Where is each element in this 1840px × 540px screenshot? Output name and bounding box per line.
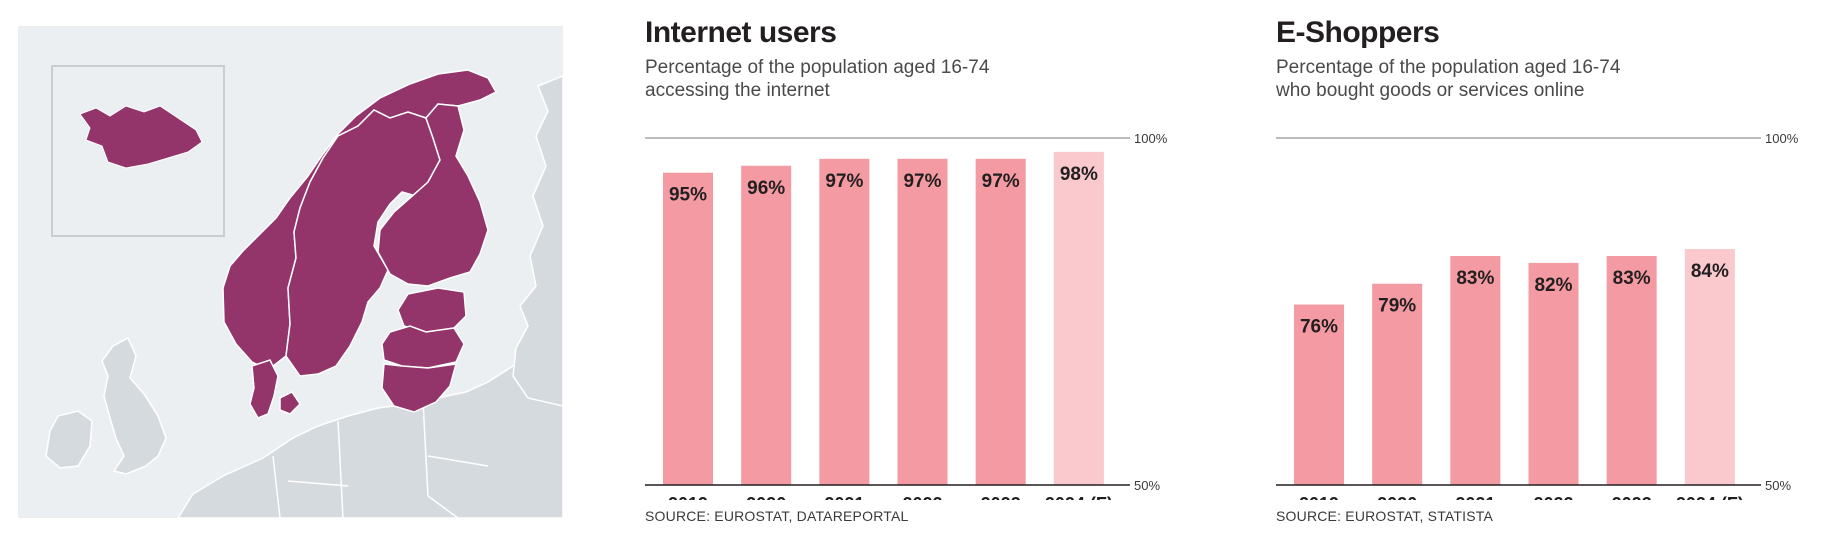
map-land-ireland [45,410,93,469]
map-region-latvia [381,325,465,369]
map-land-great-britain [101,336,167,475]
nordic-baltic-map [18,26,563,518]
map-region-iceland [79,105,203,169]
y-tick-label: 50% [1134,478,1160,493]
map-region-denmark [249,359,301,419]
chart-subtitle: Percentage of the population aged 16-74 … [1276,56,1696,102]
map-region-finland [377,103,489,287]
chart-subtitle-line: accessing the internet [645,80,830,101]
chart-subtitle-line: Percentage of the population aged 16-74 [1276,57,1621,78]
x-tick-label: 2019 [668,494,708,500]
x-tick-label: 2020 [1377,494,1417,500]
bar [1294,304,1345,485]
x-tick-label: 2022 [902,494,942,500]
bar-plot: 100% 95% 2019 96% 2020 97% 2021 97% 2022 97% 2023 9… [645,131,1168,500]
data-label: 76% [1300,317,1338,338]
chart-subtitle: Percentage of the population aged 16-74 … [645,56,1065,102]
bar-plot: 100% 76% 2019 79% 2020 83% 2021 82% 2022 83% 2023 8… [1276,131,1799,500]
bar [741,165,792,485]
map-region-estonia [397,287,467,333]
data-label: 95% [669,185,707,206]
y-tick-label: 50% [1765,478,1791,493]
e-shoppers-chart: E-Shoppers Percentage of the population … [1276,16,1836,526]
bar [819,158,870,485]
x-tick-label: 2022 [1533,494,1573,500]
data-label: 84% [1691,261,1729,282]
chart-subtitle-line: Percentage of the population aged 16-74 [645,57,990,78]
bar [1450,255,1501,485]
bar [1053,151,1104,485]
bar [663,172,714,485]
data-label: 79% [1378,296,1416,317]
bar [1372,283,1423,485]
map-iceland-inset-frame [51,65,225,237]
x-tick-label: 2021 [824,494,864,500]
data-label: 97% [903,171,941,192]
internet-users-chart: Internet users Percentage of the populat… [645,16,1205,526]
map-land-russia [512,75,563,407]
x-tick-label: 2024 (F) [1045,494,1113,500]
chart-source: SOURCE: EUROSTAT, STATISTA [1276,508,1494,524]
chart-title: E-Shoppers [1276,16,1440,49]
y-tick-label: 100% [1765,131,1799,146]
x-tick-label: 2023 [1612,494,1652,500]
data-label: 82% [1534,275,1572,296]
bar [975,158,1026,485]
data-label: 83% [1613,268,1651,289]
y-tick-label: 100% [1134,131,1168,146]
bar [1684,249,1735,485]
bar [1606,255,1657,485]
data-label: 98% [1060,164,1098,185]
data-label: 83% [1456,268,1494,289]
chart-title: Internet users [645,16,837,49]
x-tick-label: 2020 [746,494,786,500]
x-tick-label: 2023 [981,494,1021,500]
chart-subtitle-line: who bought goods or services online [1276,80,1585,101]
x-tick-label: 2021 [1455,494,1495,500]
x-tick-label: 2019 [1299,494,1339,500]
map-region-lithuania [381,363,458,413]
chart-source: SOURCE: EUROSTAT, DATAREPORTAL [645,508,909,524]
bar [897,158,948,485]
x-tick-label: 2024 (F) [1676,494,1744,500]
bar [1528,262,1579,485]
map-borders-continent [272,400,489,518]
data-label: 96% [747,178,785,199]
data-label: 97% [982,171,1020,192]
data-label: 97% [825,171,863,192]
